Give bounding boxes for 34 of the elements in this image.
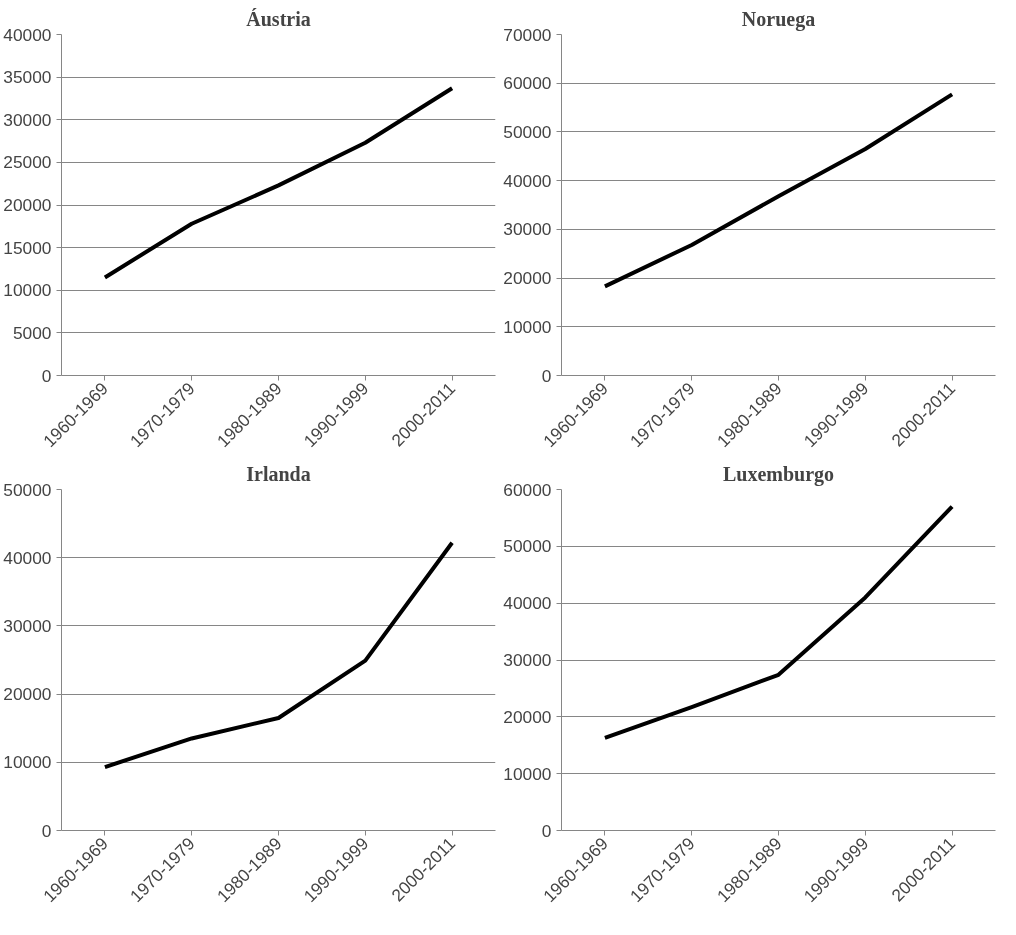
y-tick-label: 30000 (503, 650, 552, 670)
y-tick-label: 40000 (3, 547, 52, 568)
y-tick-label: 20000 (3, 195, 52, 215)
y-tick-label: 60000 (503, 479, 552, 500)
y-tick-label: 10000 (3, 752, 52, 773)
y-tick-label: 0 (541, 365, 552, 386)
y-tick-label: 40000 (3, 24, 52, 45)
chart-title: Áustria (246, 7, 311, 30)
y-tick-label: 5000 (12, 322, 52, 343)
y-tick-label: 50000 (503, 121, 552, 142)
y-tick-label: 25000 (3, 152, 52, 173)
y-tick-label: 0 (541, 820, 552, 841)
y-tick-label: 50000 (3, 479, 52, 500)
y-tick-label: 20000 (3, 684, 52, 705)
y-tick-label: 50000 (503, 536, 552, 557)
y-tick-label: 0 (41, 365, 52, 386)
chart-title: Irlanda (246, 462, 311, 485)
y-tick-label: 30000 (503, 219, 552, 240)
y-tick-label: 20000 (503, 268, 552, 289)
y-tick-label: 60000 (503, 73, 552, 94)
y-tick-label: 40000 (503, 170, 552, 191)
y-tick-label: 15000 (3, 237, 52, 258)
y-tick-label: 30000 (3, 109, 52, 130)
y-tick-label: 30000 (3, 615, 52, 636)
y-tick-label: 10000 (503, 316, 552, 337)
y-tick-label: 10000 (3, 280, 52, 301)
y-tick-label: 10000 (503, 763, 552, 784)
y-tick-label: 35000 (3, 67, 52, 88)
chart-title: Luxemburgo (722, 462, 835, 486)
chart-title: Noruega (741, 7, 816, 31)
y-tick-label: 20000 (503, 706, 552, 727)
y-tick-label: 40000 (503, 593, 552, 614)
y-tick-label: 70000 (503, 24, 552, 45)
y-tick-label: 0 (41, 820, 52, 841)
